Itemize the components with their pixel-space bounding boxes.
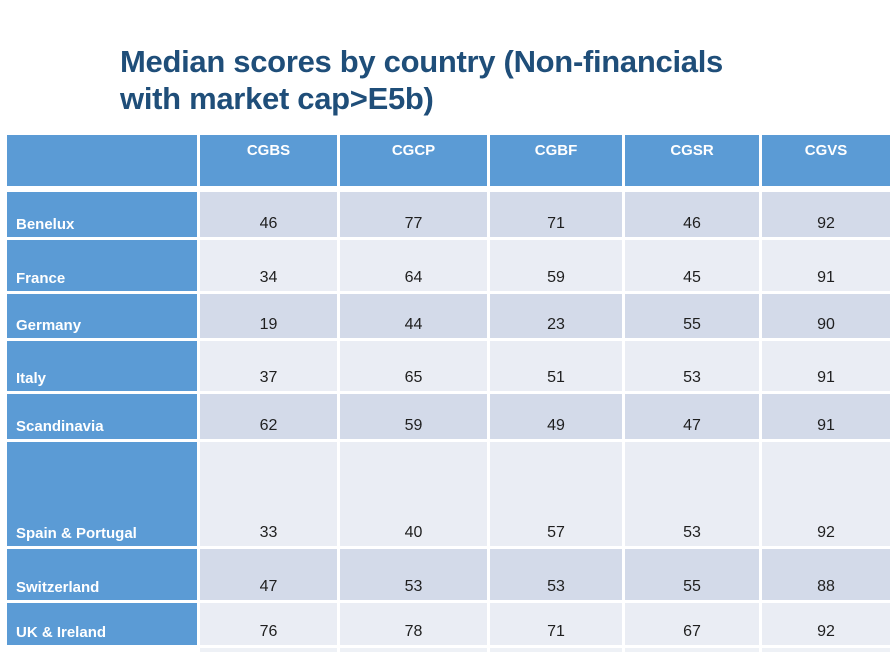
column-header-cgsr: CGSR [622,132,762,192]
score-cell: 33 [197,439,340,549]
page-title: Median scores by country (Non-financials… [120,43,880,117]
score-cell: 57 [487,439,625,549]
row-label-spain-portugal: Spain & Portugal [4,439,200,549]
score-cell: 76 [197,600,340,648]
score-cell: 47 [622,391,762,442]
score-cell: 92 [759,439,890,549]
score-cell: 91 [759,338,890,394]
row-label-benelux: Benelux [4,187,200,240]
score-cell: 51 [487,338,625,394]
score-cell: 55 [622,291,762,341]
table-row-scandinavia: Scandinavia 62 59 49 47 91 [4,391,890,442]
score-cell: 40 [337,439,490,549]
score-cell: 91 [759,237,890,294]
page-title-line-2: with market cap>E5b) [120,80,434,116]
score-cell: 34 [197,237,340,294]
score-cell: 59 [337,391,490,442]
score-cell: 64 [337,237,490,294]
table-row-italy: Italy 37 65 51 53 91 [4,338,890,394]
score-cell: 88 [759,546,890,603]
row-label-italy: Italy [4,338,200,394]
score-cell: 55 [622,546,762,603]
header-row: CGBS CGCP CGBF CGSR CGVS [4,132,890,192]
score-cell: 65 [337,338,490,394]
scores-table: CGBS CGCP CGBF CGSR CGVS Benelux 46 77 7… [4,132,890,652]
score-cell: 91 [759,391,890,442]
score-cell: 45 [622,237,762,294]
score-cell: 19 [197,291,340,341]
score-cell: 92 [759,600,890,648]
score-cell: 46 [197,187,340,240]
score-cell: 37 [197,338,340,394]
score-cell: 53 [487,546,625,603]
score-cell: 59 [487,237,625,294]
column-header-cgvs: CGVS [759,132,890,192]
row-label-uk-ireland: UK & Ireland [4,600,200,648]
table-row-switzerland: Switzerland 47 53 53 55 88 [4,546,890,603]
score-cell: 78 [337,600,490,648]
page-title-line-1: Median scores by country (Non-financials [120,43,723,79]
score-cell: 53 [622,439,762,549]
score-cell: 53 [337,546,490,603]
score-cell: 77 [337,187,490,240]
score-cell: 53 [622,338,762,394]
score-cell: 46 [622,187,762,240]
table-row-benelux: Benelux 46 77 71 46 92 [4,187,890,240]
score-cell: 23 [487,291,625,341]
score-cell: 67 [622,600,762,648]
corner-cell [4,132,200,192]
table-row-germany: Germany 19 44 23 55 90 [4,291,890,341]
row-label-scandinavia: Scandinavia [4,391,200,442]
table-row-spain-portugal: Spain & Portugal 33 40 57 53 92 [4,439,890,549]
table-row-france: France 34 64 59 45 91 [4,237,890,294]
score-cell: 62 [197,391,340,442]
row-label-switzerland: Switzerland [4,546,200,603]
column-header-cgcp: CGCP [337,132,490,192]
column-header-cgbs: CGBS [197,132,340,192]
score-cell: 92 [759,187,890,240]
row-label-germany: Germany [4,291,200,341]
score-cell: 71 [487,187,625,240]
column-header-cgbf: CGBF [487,132,625,192]
score-cell: 44 [337,291,490,341]
table-row-cutoff [4,645,890,652]
table-row-uk-ireland: UK & Ireland 76 78 71 67 92 [4,600,890,648]
score-cell: 71 [487,600,625,648]
scores-table-container: CGBS CGCP CGBF CGSR CGVS Benelux 46 77 7… [4,132,890,652]
row-label-france: France [4,237,200,294]
score-cell: 90 [759,291,890,341]
score-cell: 49 [487,391,625,442]
score-cell: 47 [197,546,340,603]
